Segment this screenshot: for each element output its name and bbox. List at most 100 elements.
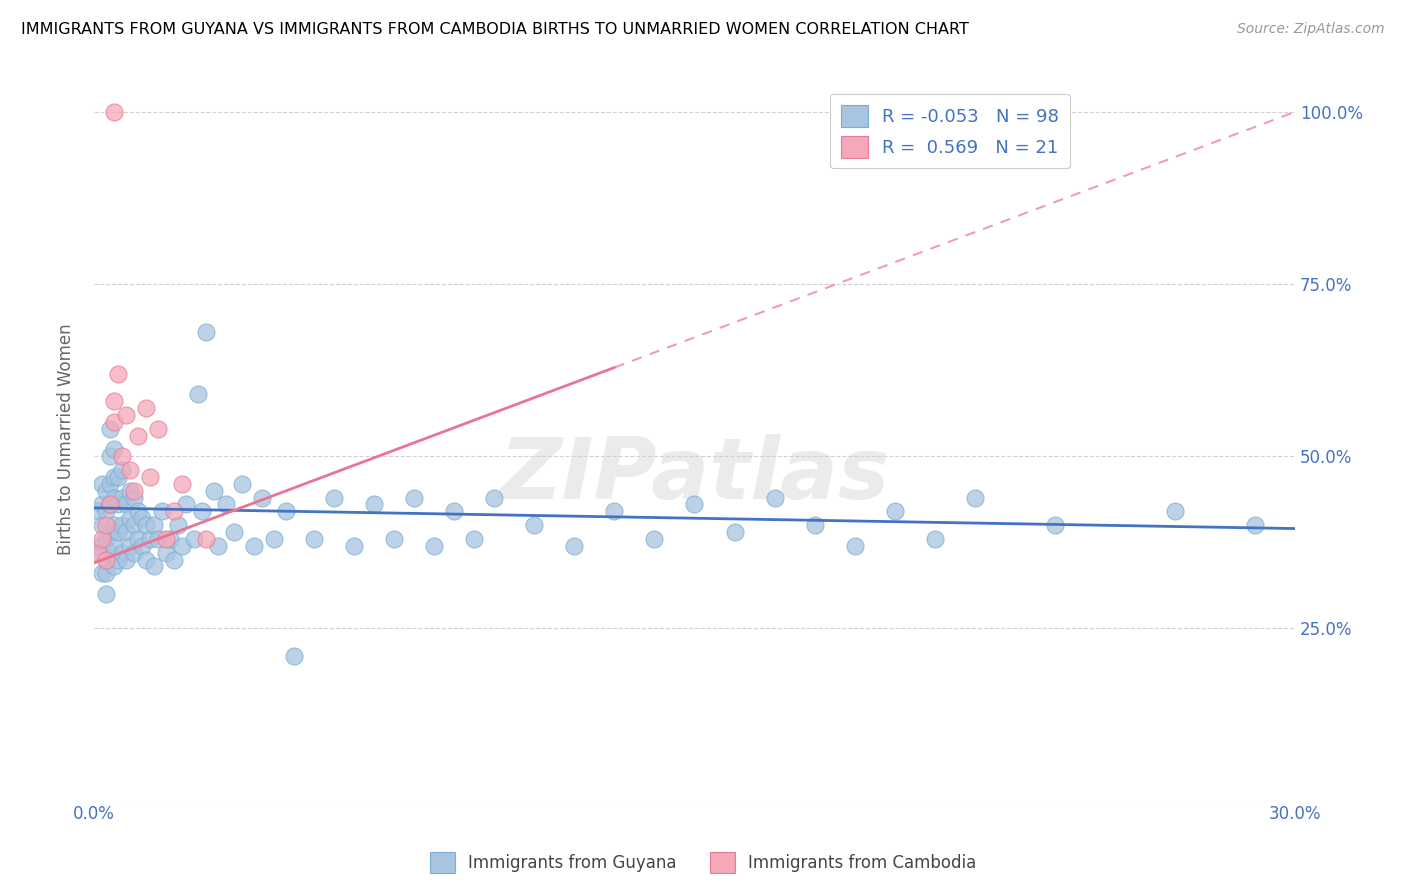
Point [263,532,285,546]
Point [163,504,186,518]
Point [135,518,157,533]
Point [150,504,173,518]
Point [523,518,546,533]
Point [163,552,186,566]
Point [98,422,121,436]
Point [111,491,134,505]
Point [207,539,229,553]
Point [183,532,205,546]
Point [1164,504,1187,518]
Point [98,498,121,512]
Legend: Immigrants from Guyana, Immigrants from Cambodia: Immigrants from Guyana, Immigrants from … [423,846,983,880]
Point [170,476,193,491]
Point [463,532,485,546]
Point [94,532,117,546]
Point [118,463,141,477]
Point [343,539,366,553]
Point [87,546,110,560]
Point [98,476,121,491]
Point [103,518,125,533]
Point [91,476,114,491]
Point [103,539,125,553]
Point [155,532,177,546]
Point [94,552,117,566]
Point [94,518,117,533]
Point [118,539,141,553]
Point [643,532,665,546]
Point [107,552,129,566]
Point [87,504,110,518]
Point [107,498,129,512]
Point [122,491,145,505]
Point [131,539,153,553]
Point [135,552,157,566]
Point [127,532,149,546]
Point [103,415,125,429]
Text: Source: ZipAtlas.com: Source: ZipAtlas.com [1237,22,1385,37]
Point [94,504,117,518]
Point [564,539,586,553]
Point [115,524,138,539]
Point [111,463,134,477]
Point [98,546,121,560]
Point [155,546,177,560]
Point [844,539,866,553]
Legend: R = -0.053   N = 98, R =  0.569   N = 21: R = -0.053 N = 98, R = 0.569 N = 21 [830,94,1070,169]
Point [283,648,305,663]
Point [103,491,125,505]
Point [443,504,465,518]
Point [118,511,141,525]
Point [115,498,138,512]
Point [763,491,786,505]
Point [174,498,197,512]
Point [723,524,745,539]
Point [323,491,346,505]
Point [231,476,253,491]
Point [302,532,325,546]
Point [115,552,138,566]
Y-axis label: Births to Unmarried Women: Births to Unmarried Women [58,323,75,555]
Point [243,539,266,553]
Point [191,504,214,518]
Point [122,483,145,498]
Point [91,518,114,533]
Point [111,449,134,463]
Point [94,483,117,498]
Point [127,504,149,518]
Point [91,546,114,560]
Point [883,504,905,518]
Point [118,483,141,498]
Point [111,518,134,533]
Point [187,387,209,401]
Point [170,539,193,553]
Point [143,518,166,533]
Point [111,546,134,560]
Point [87,539,110,553]
Point [274,504,297,518]
Point [363,498,385,512]
Point [250,491,273,505]
Point [94,566,117,581]
Point [202,483,225,498]
Point [423,539,446,553]
Point [146,422,169,436]
Point [122,546,145,560]
Point [103,559,125,574]
Point [404,491,426,505]
Point [98,524,121,539]
Point [484,491,506,505]
Point [98,498,121,512]
Point [98,449,121,463]
Point [222,524,245,539]
Point [603,504,626,518]
Point [103,470,125,484]
Point [1244,518,1267,533]
Point [139,470,162,484]
Point [122,518,145,533]
Point [143,559,166,574]
Point [146,532,169,546]
Point [107,470,129,484]
Point [127,428,149,442]
Point [94,552,117,566]
Point [91,532,114,546]
